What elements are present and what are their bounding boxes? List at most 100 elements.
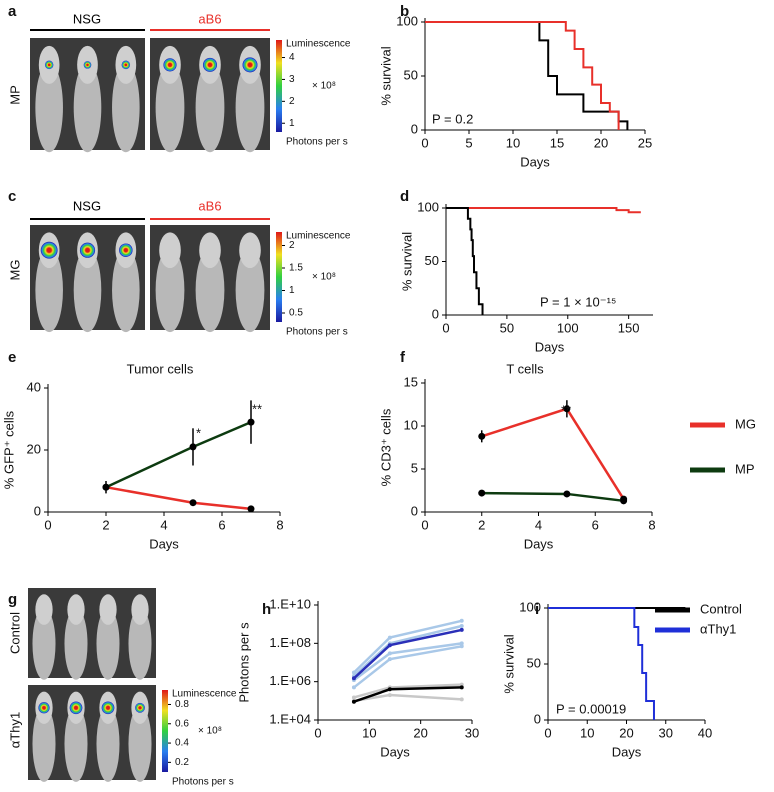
- panel-letter: a: [8, 3, 17, 20]
- data-point: [459, 641, 464, 646]
- mouse-body: [235, 248, 265, 333]
- x-tick-label: 10: [362, 725, 376, 740]
- mouse-body: [128, 607, 152, 680]
- signal-blob: [242, 57, 258, 73]
- x-tick-label: 20: [619, 725, 633, 740]
- y-tick-label: 50: [404, 67, 418, 82]
- y-tick-label: 15: [404, 374, 418, 389]
- colorbar-exponent: × 10⁸: [312, 81, 336, 92]
- x-tick-label: 10: [580, 725, 594, 740]
- mouse-body: [195, 62, 225, 153]
- x-tick-label: 15: [550, 135, 564, 150]
- series-line: [446, 207, 484, 315]
- data-point: [189, 443, 197, 451]
- colorbar-tick-label: 4: [289, 52, 295, 63]
- mouse-body: [96, 607, 120, 680]
- row-label: Control: [7, 612, 22, 654]
- x-tick-label: 2: [478, 517, 485, 532]
- mouse-body: [35, 62, 63, 153]
- y-axis-label: % survival: [399, 232, 414, 291]
- x-tick-label: 30: [659, 725, 673, 740]
- colorbar-tick-label: 0.2: [175, 757, 189, 768]
- series-line: [353, 628, 462, 680]
- mouse-body: [155, 62, 185, 153]
- mouse-head: [199, 232, 221, 269]
- y-axis-label: % survival: [378, 46, 393, 105]
- data-point: [563, 490, 571, 498]
- colorbar-title: Luminescence: [286, 231, 351, 242]
- x-axis-label: Days: [380, 744, 410, 759]
- series-line: [425, 21, 620, 130]
- legend-label: MG: [735, 416, 756, 431]
- mouse-body: [64, 607, 88, 680]
- data-point: [102, 483, 110, 491]
- group-label: aB6: [198, 198, 221, 213]
- data-point: [247, 418, 255, 426]
- signal-blob: [119, 243, 133, 257]
- x-tick-label: 0: [314, 725, 321, 740]
- mouse-body: [195, 248, 225, 333]
- data-point: [387, 657, 392, 662]
- mouse-head: [35, 594, 53, 625]
- group-label: NSG: [73, 198, 101, 213]
- panel-letter: h: [262, 601, 271, 618]
- colorbar-exponent: × 10⁸: [198, 726, 222, 737]
- x-tick-label: 20: [413, 725, 427, 740]
- x-tick-label: 30: [465, 725, 479, 740]
- y-tick-label: 1.E+04: [269, 711, 311, 726]
- chart-title: T cells: [506, 361, 544, 376]
- series-line: [548, 607, 655, 720]
- data-point: [620, 497, 628, 505]
- data-point: [387, 643, 392, 648]
- x-axis-label: Days: [524, 536, 554, 551]
- x-tick-label: 100: [557, 320, 579, 335]
- panel-letter: d: [400, 188, 409, 205]
- signal-blob: [40, 241, 58, 259]
- colorbar-tick-label: 0.5: [289, 308, 303, 319]
- group-label: NSG: [73, 11, 101, 26]
- y-tick-label: 5: [411, 460, 418, 475]
- x-tick-label: 6: [218, 517, 225, 532]
- legend-label: Control: [700, 601, 742, 616]
- colorbar-tick-label: 2: [289, 96, 295, 107]
- colorbar-title: Luminescence: [172, 689, 237, 700]
- x-axis-label: Days: [612, 744, 642, 759]
- x-tick-label: 8: [276, 517, 283, 532]
- chart-title: Tumor cells: [127, 361, 194, 376]
- colorbar-tick-label: 0.6: [175, 718, 189, 729]
- series-line: [446, 207, 641, 214]
- y-tick-label: 100: [396, 13, 418, 28]
- data-point: [351, 685, 356, 690]
- annotation: P = 0.00019: [556, 701, 626, 716]
- data-point: [459, 627, 464, 632]
- colorbar-exponent: × 10⁸: [312, 272, 336, 283]
- signal-blob: [135, 702, 145, 713]
- y-tick-label: 50: [527, 655, 541, 670]
- data-point: [247, 505, 255, 513]
- colorbar-tick-label: 0.8: [175, 699, 189, 710]
- legend-label: αThy1: [700, 621, 736, 636]
- x-tick-label: 25: [638, 135, 652, 150]
- row-label: MG: [7, 260, 22, 281]
- colorbar-tick-label: 3: [289, 74, 295, 85]
- x-tick-label: 5: [465, 135, 472, 150]
- mouse-head: [159, 232, 181, 269]
- mouse-head: [99, 594, 117, 625]
- panel-letter: b: [400, 3, 409, 20]
- mouse-head: [239, 232, 261, 269]
- x-tick-label: 20: [594, 135, 608, 150]
- annotation: P = 1 × 10⁻¹⁵: [540, 294, 616, 309]
- mouse-body: [73, 62, 102, 153]
- y-tick-label: 0: [411, 121, 418, 136]
- panel-letter: i: [535, 601, 539, 618]
- data-point: [387, 635, 392, 640]
- mouse-body: [235, 62, 265, 153]
- y-tick-label: 1.E+10: [269, 596, 311, 611]
- signal-blob: [79, 242, 96, 258]
- data-point: [478, 489, 486, 497]
- signal-blob: [69, 701, 83, 715]
- y-tick-label: 0: [411, 503, 418, 518]
- x-axis-label: Days: [535, 339, 565, 354]
- y-axis-label: % CD3⁺ cells: [378, 408, 393, 486]
- colorbar-tick-label: 2: [289, 240, 295, 251]
